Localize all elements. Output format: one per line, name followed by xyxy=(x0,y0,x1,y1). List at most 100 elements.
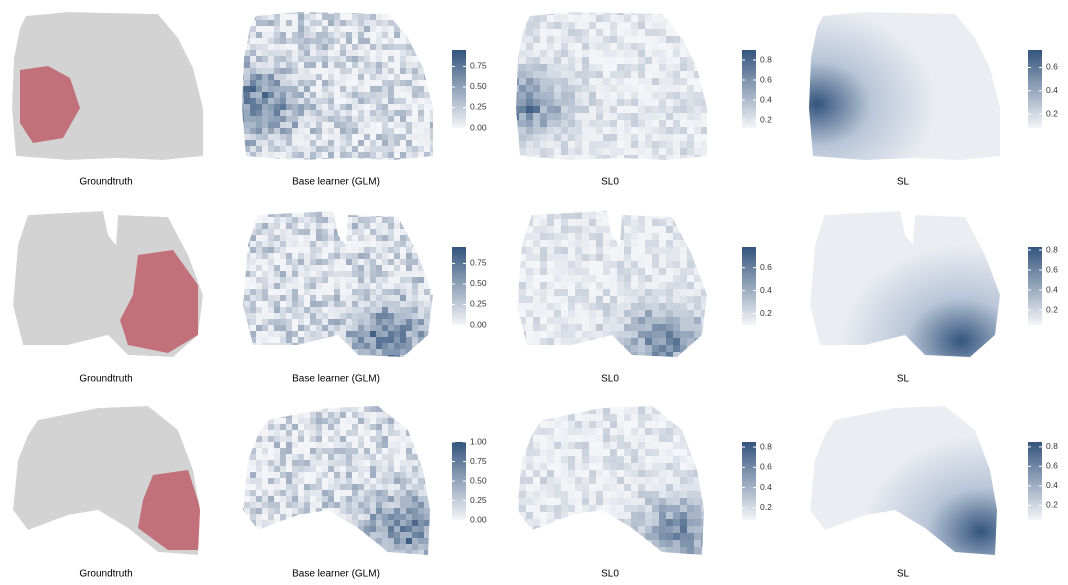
cell xyxy=(624,345,631,352)
cell xyxy=(382,32,388,38)
cell xyxy=(708,303,715,310)
cell xyxy=(418,355,424,357)
cell xyxy=(262,466,268,472)
cell xyxy=(652,211,659,212)
cell xyxy=(575,29,582,36)
cell xyxy=(244,355,250,357)
cell xyxy=(310,460,316,466)
cell xyxy=(274,241,280,247)
cell xyxy=(418,271,424,277)
cell xyxy=(666,554,673,555)
cell xyxy=(382,86,388,92)
cell xyxy=(673,120,680,127)
cell xyxy=(370,313,376,319)
cell xyxy=(596,463,603,470)
cell xyxy=(304,98,310,104)
cell xyxy=(568,331,575,338)
cell xyxy=(554,64,561,71)
cell xyxy=(430,217,433,223)
cell xyxy=(316,80,322,86)
cell xyxy=(412,460,418,466)
cell xyxy=(262,229,268,235)
cell xyxy=(328,62,334,68)
cell xyxy=(364,104,370,110)
cell xyxy=(540,533,547,540)
cell xyxy=(694,141,701,148)
cell xyxy=(322,259,328,265)
cell xyxy=(526,261,533,268)
cell xyxy=(334,26,340,32)
cell xyxy=(561,477,568,484)
cell xyxy=(631,407,638,414)
cell xyxy=(533,463,540,470)
cell xyxy=(424,484,430,490)
cell xyxy=(268,424,274,430)
cell xyxy=(280,544,286,550)
cell xyxy=(430,44,433,50)
cell xyxy=(680,148,687,155)
cell xyxy=(516,57,519,64)
cell xyxy=(694,554,701,555)
cell xyxy=(352,235,358,241)
cell xyxy=(376,253,382,259)
cell xyxy=(376,514,382,520)
cell xyxy=(243,526,244,532)
cell xyxy=(582,282,589,289)
cell xyxy=(244,412,250,418)
cell xyxy=(519,219,526,226)
cell xyxy=(376,271,382,277)
cell xyxy=(694,29,701,36)
cell xyxy=(364,259,370,265)
cell xyxy=(292,223,298,229)
cell xyxy=(280,490,286,496)
cell xyxy=(352,436,358,442)
cell xyxy=(280,62,286,68)
cell xyxy=(394,448,400,454)
cell xyxy=(322,361,328,367)
cell xyxy=(533,324,540,331)
cell xyxy=(610,519,617,526)
cell xyxy=(666,512,673,519)
cell xyxy=(298,526,304,532)
cell xyxy=(533,50,540,57)
cell xyxy=(292,514,298,520)
cell xyxy=(388,140,394,146)
cell xyxy=(310,343,316,349)
cell xyxy=(328,556,334,562)
cell xyxy=(673,268,680,275)
cell xyxy=(638,345,645,352)
cell xyxy=(617,92,624,99)
cell xyxy=(310,20,316,26)
cell xyxy=(659,268,666,275)
cell xyxy=(268,496,274,502)
cell xyxy=(596,15,603,22)
cell xyxy=(280,418,286,424)
cell xyxy=(280,223,286,229)
cell xyxy=(694,512,701,519)
cell xyxy=(561,268,568,275)
cell xyxy=(364,496,370,502)
cell xyxy=(638,547,645,554)
cell xyxy=(589,428,596,435)
cell xyxy=(680,78,687,85)
cell xyxy=(533,491,540,498)
cell xyxy=(687,120,694,127)
cell xyxy=(370,325,376,331)
cell xyxy=(645,36,652,43)
cell xyxy=(645,268,652,275)
cell xyxy=(412,418,418,424)
cell xyxy=(242,38,244,44)
cell xyxy=(310,205,316,211)
cell xyxy=(394,400,400,406)
cell xyxy=(631,463,638,470)
cell xyxy=(645,261,652,268)
cell xyxy=(376,538,382,544)
cell xyxy=(400,122,406,128)
cell xyxy=(292,265,298,271)
cell xyxy=(328,164,334,170)
cell xyxy=(376,496,382,502)
cell xyxy=(582,533,589,540)
cell xyxy=(631,406,638,407)
cell xyxy=(304,247,310,253)
cell xyxy=(582,456,589,463)
